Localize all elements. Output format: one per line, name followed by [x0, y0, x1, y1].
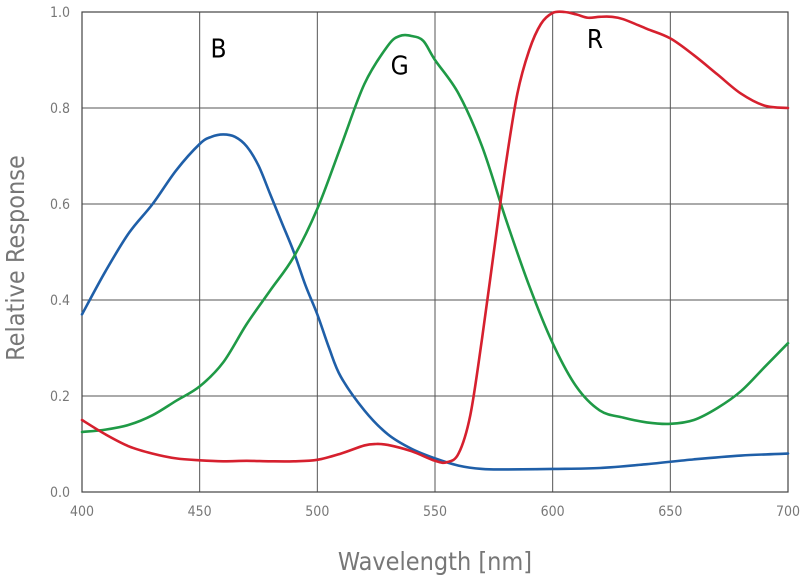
x-tick-label: 700 [776, 504, 800, 520]
y-tick-labels: 0.0 0.2 0.4 0.6 0.8 1.0 [50, 5, 70, 501]
x-tick-label: 500 [305, 504, 329, 520]
y-tick-label: 0.6 [50, 197, 70, 213]
red-response-line [80, 10, 790, 465]
x-tick-label: 550 [423, 504, 447, 520]
y-tick-label: 0.2 [50, 389, 70, 405]
label-r: R [587, 25, 603, 55]
y-axis-title: Relative Response [1, 155, 30, 361]
x-axis-title: Wavelength [nm] [338, 547, 532, 576]
x-tick-label: 650 [658, 504, 682, 520]
plot-frame [81, 11, 789, 493]
x-tick-label: 600 [541, 504, 565, 520]
y-tick-label: 0.4 [50, 293, 70, 309]
grid [81, 11, 789, 493]
blue-response-line [80, 133, 790, 471]
label-g: G [391, 51, 409, 81]
y-tick-label: 0.8 [50, 101, 70, 117]
y-tick-label: 0.0 [50, 485, 70, 501]
green-response-line [80, 33, 790, 434]
x-tick-label: 450 [188, 504, 212, 520]
x-tick-label: 400 [70, 504, 94, 520]
series-layer [80, 10, 790, 471]
x-tick-labels: 400 450 500 550 600 650 700 [70, 504, 800, 520]
annotation-layer: BGR [210, 25, 603, 81]
y-tick-label: 1.0 [50, 5, 70, 21]
label-b: B [210, 35, 226, 65]
